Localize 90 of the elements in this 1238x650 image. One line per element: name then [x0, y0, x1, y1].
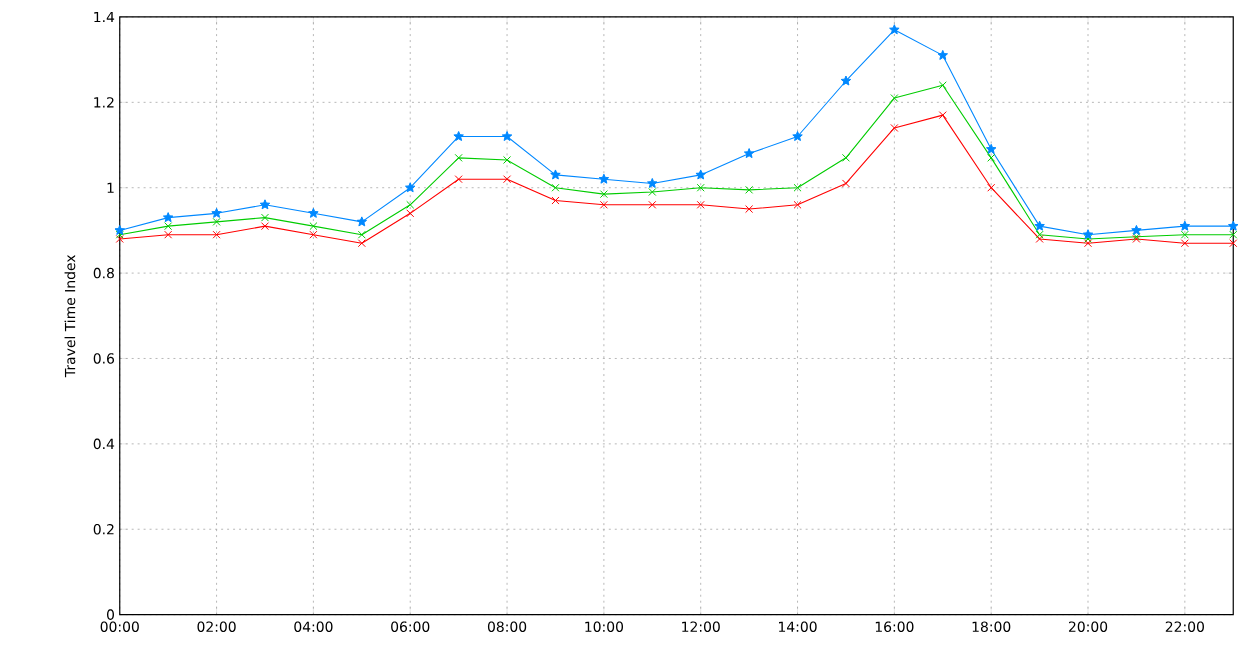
point — [987, 154, 996, 163]
y-tick-label: 1.2 — [94, 97, 114, 108]
x-tick-label: 08:00 — [487, 621, 527, 633]
point — [503, 175, 512, 184]
point — [212, 218, 221, 227]
x-tick-label: 22:00 — [1165, 621, 1204, 633]
point — [841, 179, 850, 188]
point — [309, 230, 318, 239]
point — [211, 208, 222, 219]
point — [889, 24, 900, 35]
point — [503, 156, 512, 165]
point — [841, 154, 850, 163]
point — [695, 169, 706, 180]
point — [454, 175, 463, 184]
point — [599, 200, 608, 210]
y-tick-label: 0.6 — [93, 353, 115, 364]
point — [793, 183, 802, 192]
point — [745, 205, 754, 214]
point — [987, 183, 996, 192]
point — [162, 212, 174, 223]
point — [259, 199, 271, 210]
y-tick-label: 0.4 — [93, 438, 115, 450]
point — [890, 124, 899, 133]
point — [1229, 230, 1238, 239]
y-tick-label: 0.2 — [93, 524, 114, 535]
point — [1179, 220, 1191, 231]
point — [309, 222, 318, 231]
point — [598, 173, 610, 184]
x-tick-label: 20:00 — [1068, 621, 1108, 633]
point — [792, 131, 803, 142]
point — [743, 148, 755, 159]
point — [115, 235, 124, 244]
point — [308, 208, 319, 219]
point — [1035, 230, 1044, 239]
x-tick-label: 00:00 — [100, 621, 139, 633]
x-tick-label: 06:00 — [391, 621, 430, 633]
point — [406, 200, 415, 210]
y-tick-label: 1.4 — [94, 12, 115, 23]
point — [890, 94, 899, 103]
point — [115, 230, 124, 239]
y-tick-label: 1 — [107, 182, 114, 194]
y-tick-label: 0 — [106, 609, 114, 621]
x-tick-label: 12:00 — [682, 621, 720, 633]
point — [551, 183, 560, 192]
point — [404, 182, 416, 193]
point — [260, 222, 270, 231]
point — [164, 230, 173, 239]
point — [164, 222, 173, 231]
point — [260, 213, 270, 222]
y-axis-title: Travel Time Index — [64, 255, 76, 378]
point — [1035, 235, 1044, 244]
point — [1229, 239, 1238, 248]
point — [1034, 220, 1045, 231]
x-tick-label: 10:00 — [585, 621, 623, 633]
point — [1131, 225, 1142, 236]
point — [1082, 229, 1094, 240]
x-tick-label: 16:00 — [875, 621, 914, 633]
point — [356, 216, 368, 227]
point — [937, 50, 949, 61]
point — [647, 178, 658, 189]
x-tick-label: 02:00 — [197, 621, 236, 633]
point — [357, 239, 366, 248]
point — [453, 131, 464, 142]
point — [454, 154, 463, 163]
point — [696, 183, 705, 192]
point — [648, 200, 657, 210]
point — [357, 230, 366, 239]
x-tick-label: 14:00 — [779, 621, 817, 633]
point — [406, 209, 415, 218]
point — [793, 200, 802, 210]
point — [648, 188, 657, 197]
point — [985, 144, 997, 155]
point — [114, 225, 125, 236]
point — [1180, 230, 1189, 239]
point — [550, 169, 561, 180]
x-tick-label: 04:00 — [294, 621, 333, 633]
point — [938, 81, 947, 90]
point — [1083, 239, 1093, 248]
point — [212, 230, 221, 239]
point — [599, 190, 608, 199]
point — [1180, 239, 1189, 248]
point — [501, 131, 513, 142]
y-tick-label: 0.8 — [93, 268, 114, 279]
point — [551, 196, 560, 205]
point — [938, 111, 947, 120]
point — [1083, 235, 1093, 244]
point — [745, 186, 754, 195]
point — [696, 200, 705, 210]
point — [840, 75, 852, 86]
x-tick-label: 18:00 — [972, 621, 1011, 633]
